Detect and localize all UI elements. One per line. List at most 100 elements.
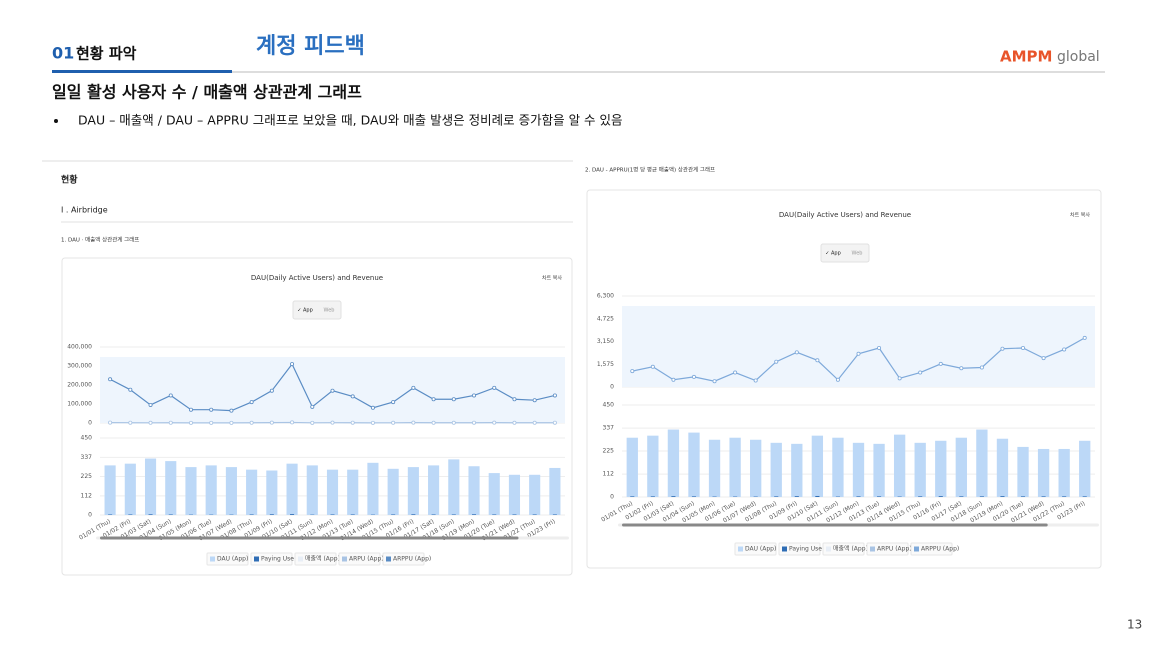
- line-point: [108, 377, 113, 382]
- paying-bar: [1020, 496, 1026, 497]
- legend-label: DAU (App): [745, 546, 776, 553]
- paying-bar: [532, 514, 537, 515]
- dau-bar: [448, 459, 460, 515]
- dau-bar: [729, 437, 741, 497]
- paying-bar: [1082, 496, 1087, 497]
- y2-tick-label: 112: [603, 471, 615, 478]
- bullet-text: DAU – 매출액 / DAU – APPRU 그래프로 보았을 때, DAU와…: [78, 113, 623, 128]
- y-tick-label: 100,000: [67, 401, 92, 408]
- line-point: [229, 420, 234, 425]
- line-point: [630, 369, 635, 374]
- dau-bar: [852, 442, 865, 497]
- dau-bar: [770, 442, 782, 497]
- paying-bar: [959, 496, 964, 497]
- legend-label: ARPU (App): [877, 546, 912, 553]
- dau-bar: [407, 467, 419, 515]
- dau-bar: [367, 462, 379, 515]
- toggle-option: Web: [852, 251, 863, 257]
- line-point: [209, 420, 214, 425]
- legend-item: [382, 552, 425, 566]
- dau-bar: [832, 437, 844, 497]
- line-point: [532, 420, 537, 425]
- chart-title: DAU(Daily Active Users) and Revenue: [251, 274, 383, 282]
- legend-swatch: [386, 556, 391, 562]
- line-point: [148, 402, 153, 407]
- paying-bar: [1062, 496, 1067, 497]
- dau-bar: [387, 468, 399, 515]
- paying-bar: [451, 514, 456, 515]
- dau-bar: [1079, 440, 1091, 497]
- line-point: [472, 420, 477, 425]
- line-point: [108, 420, 113, 425]
- line-point: [512, 420, 517, 425]
- line-point: [532, 398, 537, 403]
- paying-bar: [512, 514, 517, 515]
- line-point: [350, 394, 355, 399]
- panel-caption: 1. DAU · 매출액 상관관계 그래프: [61, 236, 139, 244]
- legend-swatch: [298, 556, 303, 562]
- panel-section: 현황: [61, 174, 78, 186]
- line-point: [1082, 335, 1087, 340]
- scroll-thumb: [622, 523, 1048, 527]
- line-point: [835, 377, 840, 382]
- line-point: [712, 379, 717, 384]
- dau-bar: [508, 474, 521, 515]
- line-point: [391, 420, 396, 425]
- page-number: 13: [1127, 618, 1142, 632]
- line-point: [552, 420, 557, 425]
- line-point: [128, 420, 133, 425]
- legend-label: ARPPU (App): [393, 556, 431, 563]
- legend-item: [866, 542, 909, 556]
- line-point: [794, 350, 799, 355]
- dau-bar: [976, 429, 988, 497]
- dau-bar: [468, 466, 480, 515]
- line-point: [269, 388, 274, 393]
- legend-label: Paying Users (App): [789, 546, 846, 553]
- line-point: [979, 365, 984, 370]
- line-point: [691, 374, 696, 379]
- y-tick-label: 0: [88, 420, 92, 427]
- y2-tick-label: 337: [81, 454, 93, 461]
- dau-bar: [914, 442, 926, 497]
- paying-bar: [391, 514, 396, 515]
- legend-item: [338, 552, 381, 566]
- line-point: [431, 420, 436, 425]
- line-point: [168, 393, 173, 398]
- line-point: [938, 361, 943, 366]
- bullet-dot: [54, 119, 58, 123]
- line-point: [492, 385, 497, 390]
- dau-bar: [347, 469, 359, 515]
- paying-bar: [938, 496, 943, 497]
- toggle-option: ✓ App: [297, 308, 313, 314]
- logo-main: AMPM: [1000, 48, 1052, 66]
- dau-bar: [104, 465, 116, 515]
- line-point: [330, 420, 335, 425]
- chart-title: DAU(Daily Active Users) and Revenue: [779, 211, 911, 219]
- line-point: [128, 387, 133, 392]
- legend-swatch: [738, 546, 743, 552]
- line-point: [330, 388, 335, 393]
- line-point: [451, 420, 456, 425]
- legend-item: [778, 542, 821, 556]
- copy-button: 차트 복사: [542, 275, 562, 282]
- line-point: [209, 407, 214, 412]
- y2-tick-label: 112: [81, 492, 93, 499]
- dau-bar: [1058, 448, 1070, 497]
- dau-bar: [893, 434, 906, 497]
- paying-bar: [877, 496, 882, 497]
- paying-bar: [350, 514, 355, 515]
- section-title: 현황 파악: [76, 45, 137, 63]
- dau-bar: [549, 467, 561, 515]
- y2-tick-label: 450: [603, 402, 615, 409]
- line-point: [733, 370, 738, 375]
- dau-bar: [873, 443, 885, 497]
- line-point: [168, 420, 173, 425]
- panel-source: I . Airbridge: [61, 206, 108, 215]
- line-point: [856, 351, 861, 356]
- dau-bar: [266, 470, 278, 515]
- dau-bar: [326, 469, 339, 515]
- line-point: [188, 407, 193, 412]
- y-tick-label: 1,575: [597, 361, 614, 368]
- paying-bar: [1000, 496, 1005, 497]
- toggle: [292, 300, 342, 320]
